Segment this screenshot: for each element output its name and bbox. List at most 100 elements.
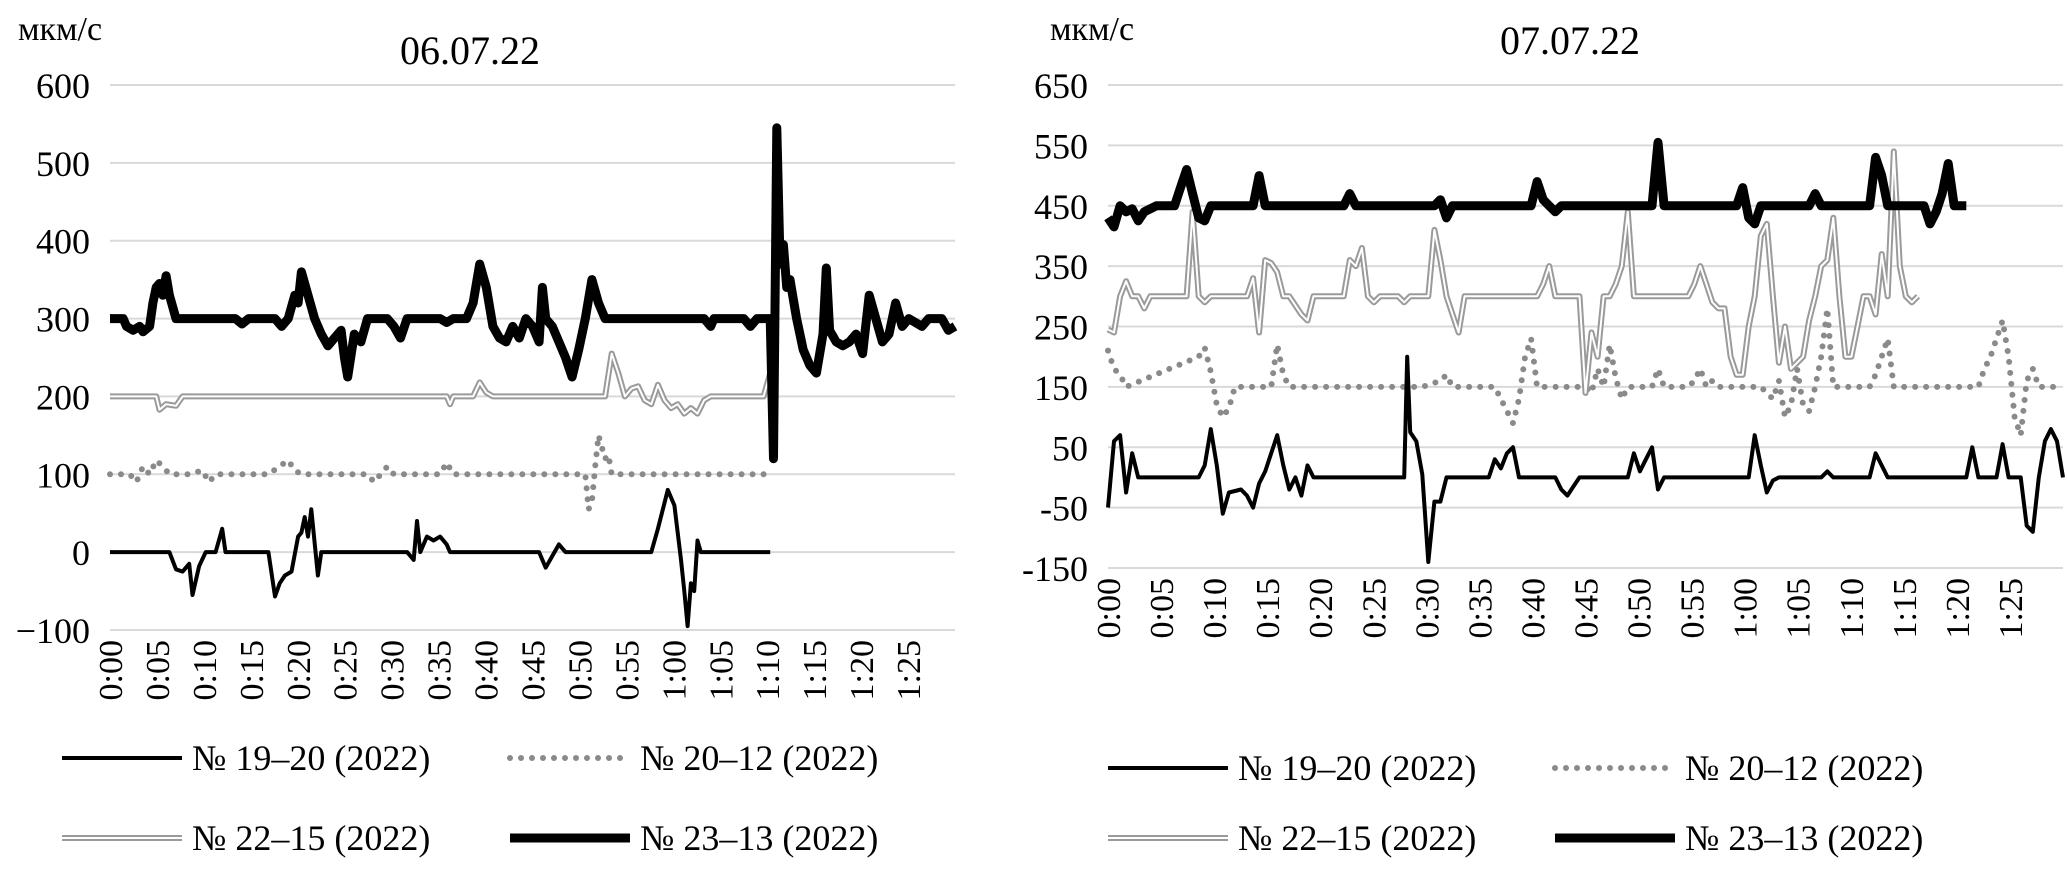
series-solid-thin xyxy=(110,487,771,629)
legend: № 19–20 (2022) № 20–12 (2022) № 22–15 (202… xyxy=(62,738,878,858)
x-tick-label: 1:10 xyxy=(750,640,787,700)
x-tick-label: 0:10 xyxy=(1197,578,1234,638)
x-tick-label: 1:10 xyxy=(1834,578,1871,638)
y-tick-label: 150 xyxy=(1034,368,1088,408)
legend-label: № 23–13 (2022) xyxy=(1685,818,1923,858)
series-solid-thick xyxy=(1104,137,1967,232)
x-tick-label: 0:55 xyxy=(1675,578,1712,638)
y-tick-label: 350 xyxy=(1034,247,1088,287)
x-tick-label: 0:45 xyxy=(1569,578,1606,638)
y-tick-label: 650 xyxy=(1034,66,1088,106)
y-tick-label: 50 xyxy=(1052,428,1088,468)
unit-label: мкм/с xyxy=(1050,11,1134,48)
x-tick-label: 0:05 xyxy=(140,640,177,700)
y-tick-label: 450 xyxy=(1034,187,1088,227)
x-tick-label: 1:00 xyxy=(1728,578,1765,638)
legend-item: № 20–12 (2022) xyxy=(507,738,878,778)
legend-item: № 20–12 (2022) xyxy=(1552,748,1923,788)
legend-label: № 22–15 (2022) xyxy=(192,818,430,858)
legend: № 19–20 (2022) № 20–12 (2022) № 22–15 (202… xyxy=(1108,748,1923,858)
x-tick-label: 0:25 xyxy=(1356,578,1393,638)
series-lines xyxy=(1104,137,2066,564)
x-tick-label: 1:05 xyxy=(1781,578,1818,638)
y-tick-label: -150 xyxy=(1022,549,1088,589)
y-tick-label: 200 xyxy=(36,377,90,417)
unit-label: мкм/с xyxy=(18,11,102,48)
legend-label: № 20–12 (2022) xyxy=(640,738,878,778)
y-tick-label: 550 xyxy=(1034,126,1088,166)
series-line xyxy=(110,123,958,464)
series-line xyxy=(1107,150,1919,394)
x-tick-label: 0:20 xyxy=(1303,578,1340,638)
x-tick-label: 0:30 xyxy=(1409,578,1446,638)
y-tick-label: 0 xyxy=(72,533,90,573)
legend-label: № 22–15 (2022) xyxy=(1238,818,1476,858)
legend-item: № 23–13 (2022) xyxy=(510,818,878,858)
x-tick-label: 0:55 xyxy=(609,640,646,700)
y-tick-label: 500 xyxy=(36,144,90,184)
x-tick-label: 0:35 xyxy=(1462,578,1499,638)
series-solid-thin xyxy=(1106,354,2065,564)
y-tick-label: -50 xyxy=(1040,489,1088,529)
x-tick-label: 0:50 xyxy=(1622,578,1659,638)
x-tick-label: 0:25 xyxy=(328,640,365,700)
legend-label: № 19–20 (2022) xyxy=(192,738,430,778)
x-tick-label: 1:25 xyxy=(1993,578,2030,638)
legend-item: № 23–13 (2022) xyxy=(1555,818,1923,858)
x-tick-label: 1:25 xyxy=(891,640,928,700)
legend-item: № 19–20 (2022) xyxy=(62,738,430,778)
legend-label: № 23–13 (2022) xyxy=(640,818,878,858)
x-tick-label: 0:40 xyxy=(1515,578,1552,638)
y-tick-label: 400 xyxy=(36,222,90,262)
x-tick-label: 0:15 xyxy=(1250,578,1287,638)
x-tick-label: 1:00 xyxy=(656,640,693,700)
chart-panel-0707: мкм/с 07.07.22 650 550 450 350 250 150 50 -50 -1… xyxy=(1022,11,2066,858)
y-gridlines xyxy=(110,84,955,631)
legend-item: № 22–15 (2022) xyxy=(62,818,430,858)
x-tick-label: 0:00 xyxy=(93,640,130,700)
series-double xyxy=(110,350,774,417)
legend-item: № 19–20 (2022) xyxy=(1108,748,1476,788)
x-tick-label: 0:15 xyxy=(234,640,271,700)
chart-title: 06.07.22 xyxy=(400,28,540,73)
series-line xyxy=(110,487,771,629)
y-tick-label: 600 xyxy=(36,66,90,106)
x-tick-label: 0:05 xyxy=(1144,578,1181,638)
x-tick-label: 1:20 xyxy=(844,640,881,700)
x-tick-labels: 0:00 0:05 0:10 0:15 0:20 0:25 0:30 0:35 0:40 0:45… xyxy=(1091,578,2030,638)
y-tick-labels: 600 500 400 300 200 100 0 −100 xyxy=(16,66,90,651)
y-tick-label: 250 xyxy=(1034,308,1088,348)
y-gridlines xyxy=(1108,84,2063,569)
x-tick-label: 0:35 xyxy=(422,640,459,700)
series-solid-thick xyxy=(110,123,958,464)
series-line xyxy=(1106,354,2065,564)
series-line xyxy=(110,352,772,415)
x-tick-label: 0:30 xyxy=(375,640,412,700)
y-tick-label: 300 xyxy=(36,300,90,340)
y-tick-labels: 650 550 450 350 250 150 50 -50 -150 xyxy=(1022,66,1088,589)
series-line xyxy=(110,350,774,417)
x-tick-label: 0:10 xyxy=(187,640,224,700)
x-tick-label: 0:40 xyxy=(469,640,506,700)
y-tick-label: 100 xyxy=(36,455,90,495)
series-line xyxy=(1106,148,1921,396)
y-tick-label: −100 xyxy=(16,611,90,651)
x-tick-labels: 0:00 0:05 0:10 0:15 0:20 0:25 0:30 0:35 0:40 0:45… xyxy=(93,640,928,700)
chart-title: 07.07.22 xyxy=(1500,18,1640,63)
x-tick-label: 1:15 xyxy=(1887,578,1924,638)
series-double xyxy=(1106,148,1921,396)
x-tick-label: 0:50 xyxy=(562,640,599,700)
legend-label: № 20–12 (2022) xyxy=(1685,748,1923,788)
x-tick-label: 1:15 xyxy=(797,640,834,700)
x-tick-label: 0:20 xyxy=(281,640,318,700)
x-tick-label: 1:20 xyxy=(1940,578,1977,638)
chart-panel-0607: мкм/с 06.07.22 600 500 400 300 200 100 0 −100 0… xyxy=(16,11,958,858)
x-tick-label: 0:00 xyxy=(1091,578,1128,638)
legend-item: № 22–15 (2022) xyxy=(1108,818,1476,858)
series-line xyxy=(1104,137,1967,232)
legend-label: № 19–20 (2022) xyxy=(1238,748,1476,788)
x-tick-label: 0:45 xyxy=(516,640,553,700)
x-tick-label: 1:05 xyxy=(703,640,740,700)
series-lines xyxy=(107,123,958,629)
